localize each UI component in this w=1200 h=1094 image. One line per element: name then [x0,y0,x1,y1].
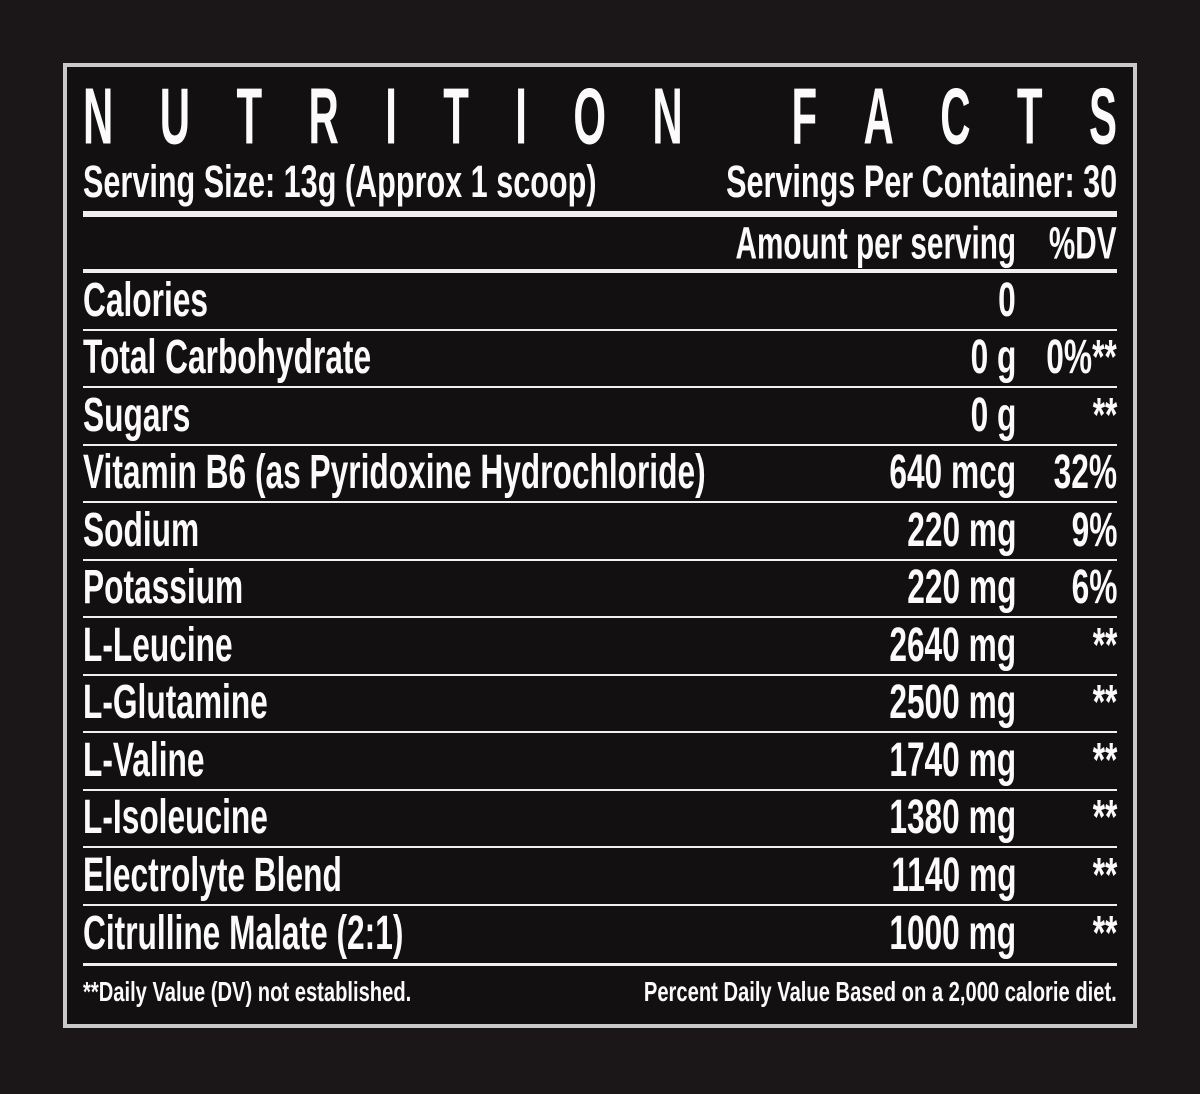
footnote-calorie-diet: Percent Daily Value Based on a 2,000 cal… [644,976,1117,1008]
dv-column-header: %DV [1049,217,1117,269]
title-letter: T [1016,71,1043,161]
amount-column-header: Amount per serving [735,217,1016,269]
column-headers: Amount per serving %DV [83,217,1117,269]
nutrient-name: Calories [83,273,209,327]
divider-thick [83,211,1117,217]
nutrient-amount: 2500 mg [889,676,1016,730]
nutrient-name: Citrulline Malate (2:1) [83,907,404,961]
nutrient-dv: 32% [1053,446,1117,500]
nutrient-amount: 640 mcg [889,446,1016,500]
nutrition-row: L-Isoleucine 1380 mg ** [83,791,1117,848]
nutrition-row: Total Carbohydrate 0 g 0%** [83,331,1117,388]
nutrient-dv: ** [1092,848,1117,902]
title-letter: N [652,71,683,161]
nutrition-row: Citrulline Malate (2:1) 1000 mg ** [83,906,1117,964]
nutrient-name: L-Valine [83,733,205,787]
nutrient-amount: 220 mg [906,503,1016,557]
servings-per-container: Servings Per Container: 30 [725,156,1117,207]
nutrient-name: Vitamin B6 (as Pyridoxine Hydrochloride) [83,446,706,500]
nutrient-amount: 0 g [970,388,1016,442]
nutrient-name: Sugars [83,388,191,442]
title-letter: T [443,71,469,161]
serving-info: Serving Size: 13g (Approx 1 scoop) Servi… [83,159,1117,209]
nutrient-dv: ** [1092,733,1117,787]
nutrition-row: Electrolyte Blend 1140 mg ** [83,848,1117,906]
nutrient-amount: 1140 mg [890,848,1016,902]
divider-medium [83,269,1117,273]
title-letter: T [236,71,263,161]
nutrient-amount: 1000 mg [889,907,1016,961]
nutrient-dv: ** [1092,388,1117,442]
nutrient-name: Potassium [83,561,244,615]
nutrient-table: Calories 0 Total Carbohydrate 0 g 0%** Sugars… [83,273,1117,963]
nutrient-amount: 0 [998,273,1016,327]
nutrient-dv: ** [1092,676,1117,730]
title-letter: N [83,71,114,161]
title-letter: S [1088,71,1117,161]
nutrition-row: Calories 0 [83,273,1117,331]
nutrient-dv: ** [1092,791,1117,845]
title-letter: O [573,71,606,161]
nutrient-amount: 2640 mg [889,618,1016,672]
nutrient-dv: 6% [1071,561,1117,615]
title-letter: A [863,71,894,161]
nutrition-row: L-Leucine 2640 mg ** [83,618,1117,676]
nutrient-amount: 0 g [970,331,1016,385]
nutrient-dv: ** [1092,618,1117,672]
nutrition-row: Vitamin B6 (as Pyridoxine Hydrochloride)… [83,446,1117,503]
nutrient-name: L-Isoleucine [83,791,268,845]
nutrition-row: Sugars 0 g ** [83,388,1117,446]
nutrient-name: Electrolyte Blend [83,848,342,902]
nutrient-name: Total Carbohydrate [83,331,372,385]
title-letter: C [940,71,971,161]
title-letter: U [159,71,191,161]
title-letter: F [791,71,818,161]
title-letter: I [515,71,527,161]
serving-size: Serving Size: 13g (Approx 1 scoop) [83,156,597,207]
nutrient-name: Sodium [83,503,200,557]
footnote-dv-not-established: **Daily Value (DV) not established. [83,976,412,1008]
nutrition-row: Potassium 220 mg 6% [83,561,1117,618]
footnotes: **Daily Value (DV) not established. Perc… [83,963,1117,1014]
nutrient-dv: 0%** [1046,331,1117,385]
nutrition-row: L-Glutamine 2500 mg ** [83,676,1117,733]
nutrient-dv: ** [1092,907,1117,961]
nutrient-amount: 1380 mg [889,791,1016,845]
nutrient-amount: 1740 mg [889,733,1016,787]
title-letter: R [308,71,339,161]
title-letter: I [385,71,397,161]
nutrient-name: L-Glutamine [83,676,268,730]
nutrition-row: Sodium 220 mg 9% [83,503,1117,561]
nutrient-amount: 220 mg [906,561,1016,615]
nutrient-dv: 9% [1071,503,1117,557]
nutrition-row: L-Valine 1740 mg ** [83,733,1117,791]
nutrient-name: L-Leucine [83,618,233,672]
